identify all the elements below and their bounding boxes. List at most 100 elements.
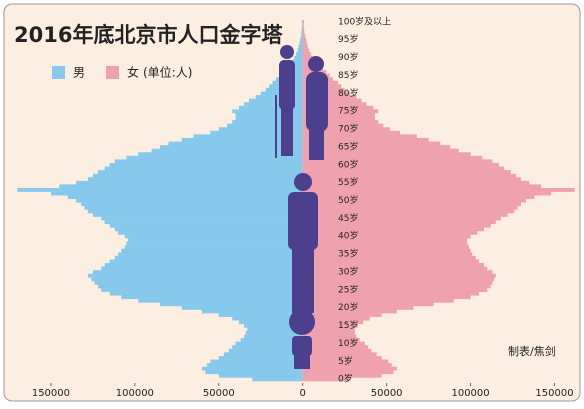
- bar: [302, 334, 357, 339]
- bar: [302, 148, 459, 153]
- bar: [76, 180, 303, 185]
- y-tick-label: 40岁: [338, 230, 358, 242]
- bar: [302, 95, 357, 99]
- bar: [302, 195, 535, 200]
- bar: [126, 241, 303, 246]
- bar: [301, 30, 303, 35]
- bar: [302, 305, 414, 310]
- bar: [109, 162, 303, 167]
- y-tick-label: 90岁: [338, 51, 358, 63]
- bar: [299, 41, 303, 46]
- bar: [298, 45, 303, 49]
- bar: [97, 284, 303, 289]
- bar: [302, 159, 493, 164]
- bar: [302, 295, 471, 300]
- bar: [302, 216, 501, 221]
- bar: [302, 166, 505, 171]
- bar: [302, 341, 365, 346]
- x-tick-label: 100000: [451, 388, 489, 399]
- bar: [238, 320, 303, 325]
- bar: [302, 45, 308, 49]
- bar: [302, 220, 496, 225]
- bar: [302, 277, 495, 282]
- bar: [228, 348, 303, 353]
- bar: [302, 173, 516, 178]
- bar: [302, 127, 390, 132]
- bar: [302, 345, 369, 350]
- bar: [302, 284, 491, 289]
- bar: [160, 145, 303, 149]
- bar: [232, 120, 303, 124]
- bar: [302, 205, 518, 210]
- bar: [302, 373, 382, 378]
- bar: [302, 130, 401, 135]
- y-tick-label: 5岁: [338, 355, 353, 367]
- bar: [301, 34, 303, 39]
- bar: [302, 116, 375, 121]
- bar: [302, 266, 488, 271]
- bar: [300, 37, 303, 42]
- bar: [109, 259, 303, 264]
- bar: [87, 209, 303, 214]
- bar: [302, 355, 382, 360]
- bar: [302, 309, 397, 314]
- bar: [151, 148, 303, 153]
- bar: [302, 316, 370, 321]
- bar: [302, 155, 483, 160]
- bar: [87, 273, 303, 278]
- bar: [232, 345, 303, 350]
- bars: [17, 20, 575, 382]
- bar: [302, 323, 359, 328]
- bar: [50, 191, 303, 196]
- bar: [302, 330, 355, 335]
- bar: [292, 59, 303, 64]
- bar: [104, 220, 303, 225]
- bar: [114, 227, 303, 232]
- bar: [302, 273, 496, 278]
- bar: [87, 177, 303, 182]
- silhouettes: [275, 45, 328, 369]
- bar: [302, 298, 454, 303]
- legend-swatch: [52, 66, 65, 79]
- bar: [302, 313, 382, 317]
- bar: [121, 248, 303, 253]
- x-tick-label: 0: [300, 388, 306, 399]
- bar: [301, 20, 303, 24]
- bar: [302, 170, 511, 174]
- bar: [168, 141, 303, 146]
- bar: [97, 170, 303, 174]
- bar: [243, 102, 303, 107]
- y-tick-label: 15岁: [338, 319, 358, 331]
- bar: [302, 230, 478, 235]
- legend-label: 男: [73, 66, 85, 80]
- bar: [302, 70, 327, 74]
- bar: [109, 223, 303, 228]
- bar: [302, 238, 468, 242]
- bar: [252, 377, 303, 382]
- bar: [302, 327, 355, 332]
- bar: [302, 352, 377, 357]
- bar: [238, 105, 303, 110]
- bar: [302, 227, 484, 232]
- bar: [302, 270, 493, 275]
- legend-swatch: [106, 66, 119, 79]
- y-tick-label: 70岁: [338, 123, 358, 135]
- bar: [302, 288, 488, 292]
- bar: [124, 234, 303, 239]
- bar: [302, 213, 508, 217]
- bar: [92, 270, 303, 275]
- y-tick-label: 100岁及以上: [338, 15, 391, 27]
- y-tick-label: 65岁: [338, 140, 358, 152]
- bar: [302, 363, 392, 368]
- bar: [223, 352, 303, 357]
- bar: [302, 234, 471, 239]
- y-tick-label: 0岁: [338, 373, 353, 385]
- bar: [302, 180, 530, 185]
- bar: [121, 295, 303, 300]
- bar: [302, 112, 375, 117]
- bar: [232, 109, 303, 114]
- bar: [297, 48, 303, 53]
- y-tick-label: 85岁: [338, 69, 358, 81]
- bar: [67, 195, 303, 200]
